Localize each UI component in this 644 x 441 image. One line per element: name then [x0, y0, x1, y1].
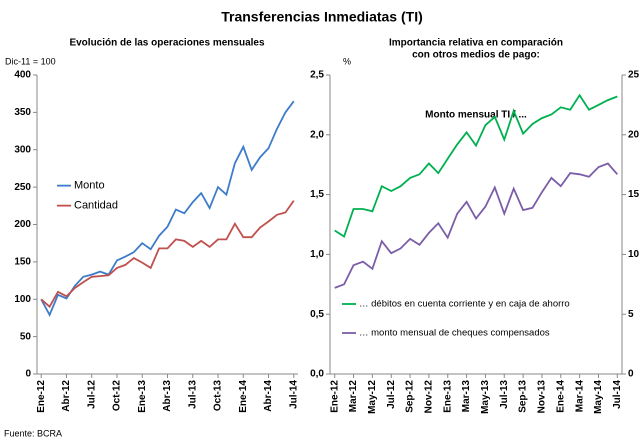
series-line: [40, 100, 295, 317]
source: Fuente: BCRA: [4, 428, 62, 438]
x-tick-label: May-14: [593, 380, 604, 414]
legend-label: Cantidad: [74, 200, 118, 212]
y-tick-label: 250: [14, 182, 31, 193]
chart-subtitle: con otros medios de pago:: [412, 50, 540, 61]
annotation: Monto mensual TI / ...: [425, 110, 527, 121]
x-tick-label: Abr-14: [263, 380, 274, 412]
y2-tick-label: 0: [628, 369, 634, 380]
x-tick-label: Abr-13: [162, 380, 173, 412]
x-tick-label: May-12: [367, 380, 378, 414]
x-tick-label: Oct-13: [213, 380, 224, 412]
y2-tick-label: 10: [628, 249, 640, 260]
y2-tick-label: 5: [628, 309, 634, 320]
x-tick-label: Jul-13: [499, 380, 510, 409]
y-tick-label: 2,5: [310, 70, 324, 81]
y-axis-label: Dic-11 = 100: [5, 56, 56, 66]
y2-tick-label: 25: [628, 70, 640, 81]
y-tick-label: 50: [20, 331, 32, 342]
x-tick-label: Mar-12: [348, 380, 359, 413]
y-tick-label: 400: [14, 70, 31, 81]
y-tick-label: 300: [14, 144, 31, 155]
x-tick-label: Abr-12: [61, 380, 72, 412]
y-axis-label: %: [343, 56, 351, 66]
y-tick-label: 1,5: [310, 189, 324, 200]
x-tick-label: May-13: [480, 380, 491, 414]
x-tick-label: Ene-14: [555, 380, 566, 413]
y-tick-label: 0: [25, 369, 31, 380]
legend-label: … débitos en cuenta corriente y en caja …: [359, 299, 570, 310]
x-tick-label: Jul-12: [86, 380, 97, 409]
x-tick-label: Sep-13: [518, 380, 529, 413]
x-tick-label: Jul-14: [288, 380, 299, 409]
x-tick-label: Nov-12: [424, 380, 435, 414]
y-tick-label: 100: [14, 294, 31, 305]
x-tick-label: Nov-13: [537, 380, 548, 414]
x-tick-label: Ene-12: [329, 380, 340, 413]
y-tick-label: 0,5: [310, 309, 324, 320]
x-tick-label: Jul-13: [187, 380, 198, 409]
x-tick-label: Oct-12: [112, 380, 123, 412]
y-tick-label: 200: [14, 219, 31, 230]
y2-tick-label: 15: [628, 189, 640, 200]
page-title: Transferencias Inmediatas (TI): [221, 9, 423, 25]
chart-subtitle: Importancia relativa en comparación: [389, 38, 563, 49]
y2-tick-label: 20: [628, 129, 640, 140]
x-tick-label: Jul-14: [612, 380, 623, 409]
series-line: [40, 200, 295, 309]
x-tick-label: Ene-12: [36, 380, 47, 413]
y-tick-label: 350: [14, 107, 31, 118]
legend-label: Monto: [74, 180, 105, 192]
x-tick-label: Ene-13: [137, 380, 148, 413]
x-tick-label: Mar-14: [574, 380, 585, 413]
y-tick-label: 2,0: [310, 129, 324, 140]
legend-label: … monto mensual de cheques compensados: [359, 328, 550, 339]
chart-subtitle: Evolución de las operaciones mensuales: [69, 38, 265, 49]
x-tick-label: Sep-12: [405, 380, 416, 413]
x-tick-label: Ene-14: [238, 380, 249, 413]
y-tick-label: 150: [14, 257, 31, 268]
series-line: [334, 162, 618, 289]
y-tick-label: 0,0: [310, 369, 324, 380]
y-tick-label: 1,0: [310, 249, 324, 260]
x-tick-label: Mar-13: [461, 380, 472, 413]
x-tick-label: Jul-12: [386, 380, 397, 409]
series-line: [334, 93, 618, 238]
x-tick-label: Ene-13: [442, 380, 453, 413]
